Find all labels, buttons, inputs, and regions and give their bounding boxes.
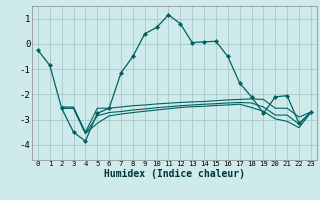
X-axis label: Humidex (Indice chaleur): Humidex (Indice chaleur): [104, 169, 245, 179]
